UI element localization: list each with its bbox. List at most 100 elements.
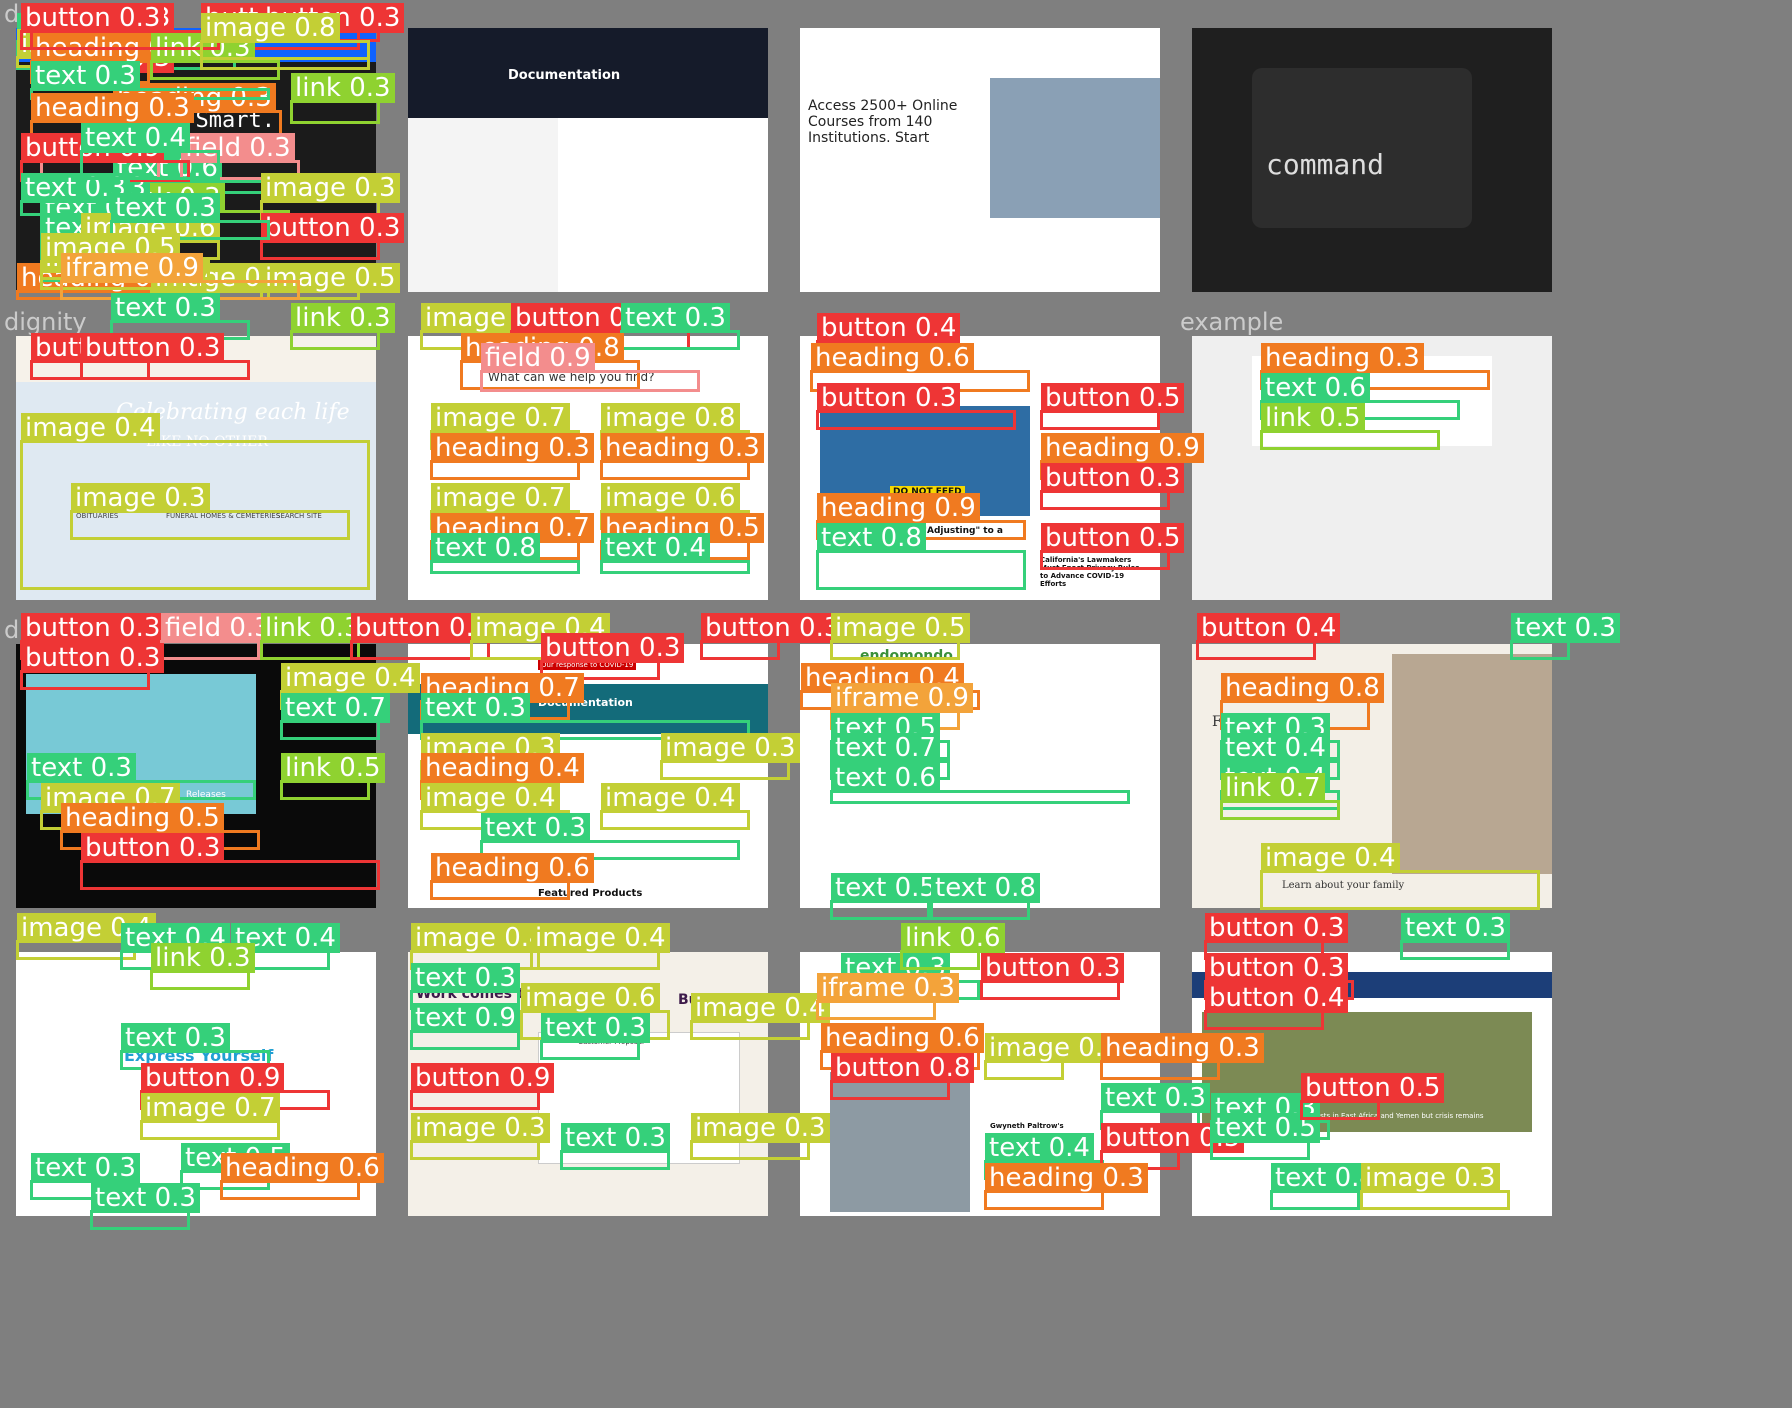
- tile-3: Access 2500+ Online Courses from 140 Ins…: [784, 0, 1176, 308]
- detection-label: text 0.3: [21, 173, 130, 203]
- detection-label: image 0.4: [421, 783, 560, 813]
- detection-label: image 0.7: [431, 403, 570, 433]
- detection-box-heading: heading 0.3: [30, 93, 194, 140]
- detection-label: heading 0.3: [31, 93, 194, 123]
- detection-label: heading 0.6: [811, 343, 974, 373]
- screenshot: Celebrating each life LIKE NO OTHER OBIT…: [16, 336, 376, 600]
- detection-box-image: image 0.7: [140, 1093, 280, 1140]
- bottom-text: Learn about your family: [1282, 880, 1405, 891]
- detection-label: image 0.3: [661, 733, 800, 763]
- detection-box-text: text 0.4: [80, 123, 220, 180]
- featured-heading: Featured Products: [538, 888, 643, 899]
- detection-box-text: text 0.8: [930, 873, 1040, 920]
- detection-label: image 0.4: [281, 663, 420, 693]
- detection-box-text: text 0.8: [816, 523, 1026, 590]
- detection-box-text: text 0.3: [1400, 913, 1510, 960]
- detection-label: button 0.3: [81, 333, 225, 363]
- detection-label: text 0.3: [481, 813, 590, 843]
- detection-box-text: text 0.9: [410, 1003, 520, 1050]
- detection-box-link: link 0.3: [260, 613, 365, 660]
- detection-label: heading 0.6: [221, 1153, 384, 1183]
- detection-label: text 0.3: [621, 303, 730, 333]
- detection-label: text 0.3: [411, 963, 520, 993]
- detection-label: heading 0.4: [801, 663, 964, 693]
- detection-box-link: link 0.5: [1260, 403, 1440, 450]
- detection-label: link 0.3: [291, 73, 395, 103]
- keyboard-key: [1252, 68, 1472, 228]
- detection-label: image 0.4: [531, 923, 670, 953]
- detection-box-text: text 0.3: [480, 813, 740, 860]
- detection-box-image: image 0.4: [530, 923, 670, 970]
- detection-box-heading: heading 0.3: [1260, 343, 1490, 390]
- detection-box-button: button 0.4: [1204, 983, 1349, 1030]
- detection-label: text 0.4: [985, 1133, 1094, 1163]
- detection-box-button: button 0.9: [410, 1063, 555, 1110]
- detection-label: heading 0.3: [985, 1163, 1148, 1193]
- detection-label: iframe 0.3: [817, 973, 959, 1003]
- hero-caption: fight against Desert Locusts in East Afr…: [1232, 1112, 1484, 1120]
- detection-box-button: button 0.3: [1204, 913, 1349, 960]
- detection-box-heading: heading 0.3: [1100, 1033, 1264, 1080]
- detection-box-button: button 0.3: [20, 3, 220, 50]
- detection-label: image 0.7: [431, 483, 570, 513]
- caption-1: Gwyneth Paltrow's: [990, 1122, 1064, 1130]
- hero-headline: Access 2500+ Online Courses from 140 Ins…: [808, 98, 958, 146]
- detection-label: image 0.3: [261, 173, 400, 203]
- tab-funeral-homes[interactable]: FUNERAL HOMES & CEMETERIES: [166, 512, 281, 520]
- detection-label: field 0.3: [181, 133, 295, 163]
- detection-label: text 0.6: [831, 763, 940, 793]
- detection-box-iframe: iframe 0.9: [60, 253, 300, 300]
- detection-label: button 0.4: [817, 313, 961, 343]
- detection-box-button: button 0.3: [80, 333, 250, 380]
- tab-search-site[interactable]: SEARCH SITE: [276, 512, 322, 520]
- detection-box-image: image 0.3: [690, 1113, 830, 1160]
- detection-label: text 0.3: [121, 1023, 230, 1053]
- detection-box-image: image 0.3: [1360, 1163, 1510, 1210]
- detection-label: text 0.3: [91, 1183, 200, 1213]
- detection-label: iframe 0.9: [61, 253, 203, 283]
- detection-box-image: image 0.5: [830, 613, 970, 660]
- detection-label: heading 0.5: [61, 803, 224, 833]
- detection-label: text 0.3: [111, 293, 220, 323]
- detection-label: button 0.3: [981, 953, 1125, 983]
- detection-box-text: text 0.3: [420, 693, 750, 740]
- detection-label: text 0.3: [111, 193, 220, 223]
- detection-label: button 0.3: [817, 383, 961, 413]
- tile-2: Documentation: [392, 0, 784, 308]
- detection-label: link 0.6: [901, 923, 1005, 953]
- detection-label: image 0.8: [601, 403, 740, 433]
- detection-box-text: text 0.4: [984, 1133, 1104, 1180]
- detection-label: text 0.8: [431, 533, 540, 563]
- detection-box-text: text 0.5: [830, 873, 940, 920]
- detection-label: button 0.5: [1041, 383, 1185, 413]
- tab-obituaries[interactable]: OBITUARIES: [76, 512, 119, 520]
- detection-label: image 0.4: [411, 923, 550, 953]
- detection-label: text 0.3: [541, 1013, 650, 1043]
- detection-label: heading 0.8: [1221, 673, 1384, 703]
- detection-box-heading: heading 0.6: [220, 1153, 384, 1200]
- detection-box-button: button 0.5: [1300, 1073, 1445, 1120]
- detection-label: text 0.3: [31, 1153, 140, 1183]
- key-label: command: [1266, 148, 1385, 181]
- detection-label: image 0.3: [1361, 1163, 1500, 1193]
- detection-label: image 0.8: [201, 13, 340, 43]
- detection-box-image: image 0.4: [1260, 843, 1540, 910]
- detection-label: field 0.9: [481, 343, 595, 373]
- screenshot: Access 2500+ Online Courses from 140 Ins…: [800, 28, 1160, 292]
- top-bar: [408, 28, 768, 118]
- detection-label: image 0.4: [691, 993, 830, 1023]
- hero-photo: [1392, 654, 1552, 874]
- detection-label: button 0.4: [1205, 983, 1349, 1013]
- detection-box-button: button 0.5: [1040, 383, 1185, 430]
- detection-label: heading 0.9: [1041, 433, 1204, 463]
- detection-box-text: text 0.3: [540, 1013, 650, 1060]
- detection-label: text 0.4: [81, 123, 190, 153]
- detection-box-button: button 0.3: [540, 633, 685, 680]
- covid-banner[interactable]: Our response to COVID-19: [538, 660, 637, 670]
- detection-label: image 0.3: [411, 1113, 550, 1143]
- detection-box-button: button 0.5: [1040, 523, 1185, 570]
- detection-label: text 0.4: [1221, 733, 1330, 763]
- detection-label: button 0.9: [411, 1063, 555, 1093]
- detection-box-heading: heading 0.3: [430, 433, 594, 480]
- detection-box-image: image 0.4: [280, 663, 420, 710]
